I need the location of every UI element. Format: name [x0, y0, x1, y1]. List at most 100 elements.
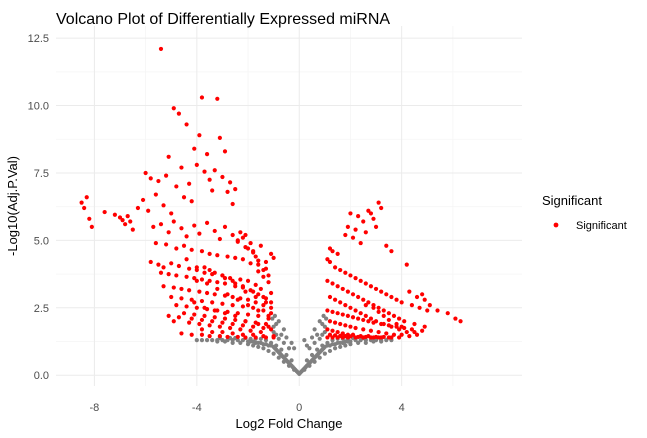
significant-point [230, 294, 235, 300]
significant-point [353, 276, 358, 281]
significant-point [120, 218, 125, 223]
significant-point [366, 208, 371, 213]
significant-point [356, 316, 361, 321]
significant-point [222, 224, 228, 229]
significant-point [258, 329, 263, 335]
significant-point [368, 335, 374, 340]
significant-point [386, 317, 391, 323]
significant-point [379, 289, 384, 294]
significant-point [225, 254, 230, 259]
significant-point [233, 313, 238, 318]
significant-point [87, 216, 92, 221]
significant-point [243, 245, 248, 250]
significant-point [240, 332, 246, 337]
nonsignificant-point [325, 340, 330, 345]
significant-point [358, 311, 363, 316]
significant-point [240, 323, 246, 328]
significant-point [181, 195, 187, 200]
significant-point [179, 165, 184, 170]
significant-point [417, 305, 422, 310]
significant-point [169, 211, 174, 216]
significant-point [266, 273, 271, 278]
significant-point [348, 211, 353, 216]
significant-point [187, 288, 192, 293]
significant-point [210, 329, 215, 335]
nonsignificant-point [204, 338, 210, 343]
nonsignificant-point [312, 359, 317, 364]
significant-point [202, 305, 207, 310]
significant-point [148, 259, 153, 265]
significant-point [353, 335, 358, 340]
significant-point [381, 308, 386, 313]
legend-key-significant [553, 222, 559, 228]
significant-point [345, 224, 350, 229]
nonsignificant-point [222, 339, 228, 344]
significant-point [176, 111, 181, 116]
nonsignificant-point [210, 338, 215, 343]
x-tick-label: 4 [399, 402, 405, 414]
significant-point [187, 266, 192, 271]
significant-point [414, 294, 420, 300]
significant-point [210, 319, 215, 324]
significant-point [350, 235, 356, 240]
significant-point [207, 267, 212, 273]
significant-point [153, 240, 158, 246]
significant-point [194, 278, 199, 283]
y-tick-label: 5.0 [34, 235, 49, 247]
y-tick-label: 7.5 [34, 168, 49, 180]
nonsignificant-point [307, 363, 312, 368]
significant-point [330, 281, 335, 286]
significant-point [179, 296, 184, 301]
significant-point [230, 303, 235, 308]
nonsignificant-point [284, 335, 289, 340]
nonsignificant-point [320, 332, 325, 337]
significant-point [207, 177, 212, 182]
significant-point [212, 308, 217, 313]
significant-point [215, 286, 220, 292]
significant-point [251, 250, 256, 255]
significant-point [179, 286, 184, 292]
significant-point [217, 236, 222, 242]
significant-point [220, 320, 225, 325]
significant-point [222, 281, 228, 286]
significant-point [189, 297, 194, 302]
significant-point [335, 335, 340, 340]
significant-point [261, 274, 266, 279]
nonsignificant-point [256, 344, 261, 349]
significant-point [166, 271, 171, 277]
significant-point [381, 313, 386, 318]
significant-point [174, 246, 179, 251]
significant-point [184, 122, 189, 127]
significant-point [445, 311, 450, 316]
significant-point [225, 292, 230, 297]
significant-point [207, 334, 212, 339]
significant-point [363, 281, 368, 286]
significant-point [222, 276, 228, 281]
significant-point [245, 278, 251, 283]
significant-point [230, 278, 235, 283]
significant-point [332, 297, 338, 302]
nonsignificant-point [199, 338, 205, 343]
significant-point [361, 297, 366, 302]
nonsignificant-point [292, 367, 297, 372]
significant-point [184, 304, 189, 309]
legend: Significant Significant [542, 193, 627, 232]
significant-point [248, 261, 253, 266]
significant-point [361, 317, 366, 323]
significant-point [358, 240, 363, 246]
significant-point [253, 282, 258, 287]
significant-point [368, 284, 374, 289]
significant-point [217, 135, 222, 141]
significant-point [140, 197, 146, 203]
nonsignificant-point [281, 327, 286, 332]
nonsignificant-point [356, 340, 361, 345]
significant-point [363, 313, 368, 318]
significant-point [158, 270, 164, 275]
significant-point [356, 294, 361, 300]
significant-point [258, 286, 263, 292]
significant-point [171, 106, 176, 111]
significant-point [153, 192, 158, 197]
significant-point [330, 328, 335, 333]
nonsignificant-point [289, 358, 294, 363]
y-tick-label: 2.5 [34, 303, 49, 315]
